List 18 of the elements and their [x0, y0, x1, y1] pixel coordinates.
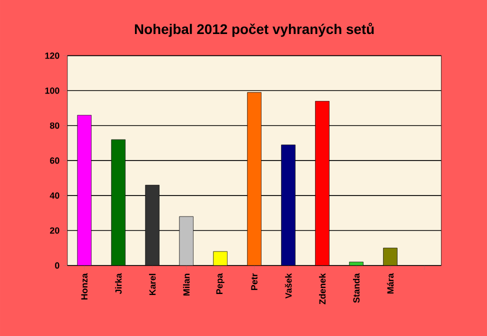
y-tick-label: 120 [45, 52, 60, 59]
x-tick-label: Karel [149, 274, 156, 295]
chart-title: Nohejbal 2012 počet vyhraných setů [134, 22, 374, 37]
x-tick-label: Petr [251, 273, 258, 290]
x-tick-label: Mára [386, 273, 394, 294]
x-tick-label: Milan [183, 274, 190, 296]
y-tick-label: 0 [55, 262, 60, 269]
x-tick-label: Jirka [115, 273, 122, 294]
y-tick-label: 100 [45, 87, 60, 94]
y-tick-label: 60 [50, 157, 60, 164]
x-tick-label: Honza [81, 273, 88, 300]
x-tick-label: Pepa [216, 273, 224, 294]
y-tick-label: 80 [50, 122, 60, 129]
x-tick-label: Standa [353, 273, 360, 303]
y-tick-label: 20 [50, 227, 60, 234]
y-tick-label: 40 [50, 192, 60, 199]
x-tick-label: Vašek [284, 273, 292, 299]
x-tick-label: Zdenek [319, 273, 326, 304]
